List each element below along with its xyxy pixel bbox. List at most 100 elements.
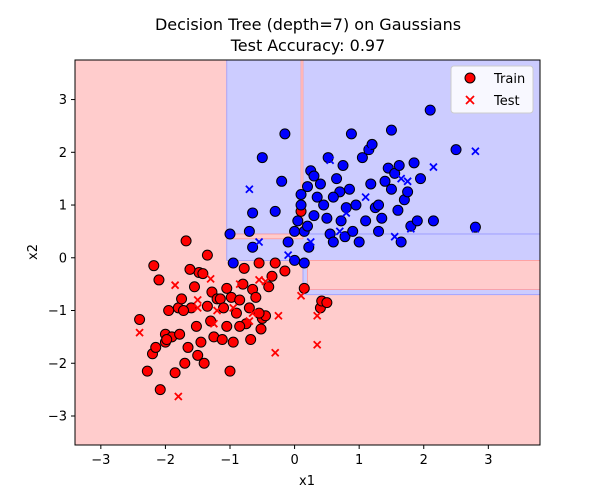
train-point-blue	[356, 152, 368, 164]
test-point-red	[313, 340, 322, 349]
train-point-red	[253, 307, 265, 319]
train-point-blue	[276, 175, 288, 187]
train-point-red	[134, 313, 146, 325]
train-point-blue	[427, 215, 439, 227]
test-point-red	[135, 328, 144, 337]
x-axis-label: x1	[299, 474, 315, 489]
train-point-blue	[269, 205, 281, 217]
train-point-blue	[392, 204, 404, 216]
test-point-blue	[364, 145, 373, 154]
y-tick-label: 3	[59, 93, 67, 108]
train-point-red	[216, 334, 228, 346]
train-point-red	[298, 282, 310, 294]
test-point-blue	[283, 251, 293, 260]
legend-test-marker	[465, 95, 475, 105]
train-point-blue	[298, 257, 310, 269]
y-tick-label: 1	[59, 199, 67, 214]
x-tick-label: 3	[484, 453, 492, 468]
y-axis-ticks: −3 −2 −1 0 1 2 3	[48, 93, 75, 424]
test-point-blue	[342, 208, 351, 218]
train-point-red	[179, 357, 191, 369]
train-point-blue	[411, 215, 423, 227]
train-point-red	[279, 265, 291, 277]
train-point-blue	[469, 221, 481, 233]
train-point-red	[154, 384, 166, 396]
train-point-blue	[345, 128, 357, 140]
train-point-red	[148, 260, 160, 272]
train-point-blue	[373, 225, 385, 237]
train-point-blue	[227, 257, 239, 269]
train-point-blue	[373, 199, 385, 211]
test-point-blue	[390, 232, 399, 241]
train-point-red	[188, 281, 200, 293]
test-point-red	[245, 316, 254, 326]
test-point-blue	[471, 224, 480, 233]
train-point-red	[192, 349, 204, 361]
test-point-red	[206, 274, 215, 284]
train-point-blue	[366, 138, 378, 150]
train-point-blue	[303, 241, 315, 253]
train-point-red	[198, 357, 210, 369]
test-point-red	[209, 319, 218, 328]
train-point-blue	[295, 188, 307, 200]
train-point-red	[245, 334, 257, 346]
test-point-red	[193, 295, 202, 305]
train-point-blue	[350, 199, 362, 211]
test-point-red	[170, 281, 180, 290]
train-point-blue	[295, 199, 307, 211]
x-tick-label: −3	[91, 453, 110, 468]
train-point-blue	[424, 104, 436, 116]
test-point-red	[296, 291, 306, 300]
train-point-red	[182, 341, 194, 353]
train-point-red	[250, 291, 262, 303]
test-point-blue	[245, 185, 254, 194]
x-tick-label: 2	[420, 453, 428, 468]
x-tick-label: −1	[220, 453, 239, 468]
train-point-blue	[321, 212, 333, 224]
train-point-red	[321, 297, 333, 309]
train-point-blue	[337, 159, 349, 171]
y-tick-label: −2	[48, 357, 67, 372]
test-point-red	[193, 303, 202, 313]
train-point-blue	[347, 225, 359, 237]
test-point-red	[313, 311, 322, 320]
test-point-blue	[361, 192, 370, 202]
train-point-red	[255, 323, 267, 335]
train-point-blue	[224, 228, 236, 240]
train-point-blue	[292, 215, 304, 227]
legend-train-label: Train	[493, 72, 525, 87]
x-tick-label: 1	[355, 453, 363, 468]
test-point-blue	[403, 177, 412, 186]
test-point-blue	[406, 224, 415, 233]
legend: Train Test	[450, 65, 534, 114]
train-point-blue	[247, 207, 259, 219]
train-point-blue	[289, 225, 301, 237]
y-axis-label: x2	[26, 244, 41, 260]
train-point-blue	[450, 144, 462, 156]
train-point-blue	[393, 159, 405, 171]
test-point-red	[254, 275, 264, 285]
test-point-blue	[306, 237, 315, 247]
train-point-blue	[353, 236, 365, 248]
train-point-red	[237, 278, 249, 290]
legend-train-marker	[464, 72, 476, 84]
train-point-blue	[365, 178, 377, 190]
train-point-red	[234, 294, 246, 306]
train-point-blue	[308, 210, 320, 222]
train-point-blue	[335, 215, 347, 227]
train-point-red	[169, 367, 181, 379]
test-point-red	[248, 309, 257, 318]
test-point-blue	[471, 147, 480, 156]
test-point-red	[174, 392, 183, 401]
test-point-blue	[254, 237, 264, 247]
test-point-red	[235, 280, 244, 289]
train-point-red	[224, 365, 236, 377]
train-point-red	[150, 341, 162, 353]
train-point-blue	[408, 157, 420, 169]
train-point-blue	[282, 236, 294, 248]
train-point-red	[195, 336, 207, 348]
train-point-blue	[376, 212, 388, 224]
x-tick-label: −2	[156, 453, 175, 468]
train-point-blue	[360, 215, 372, 227]
train-point-red	[221, 282, 233, 294]
